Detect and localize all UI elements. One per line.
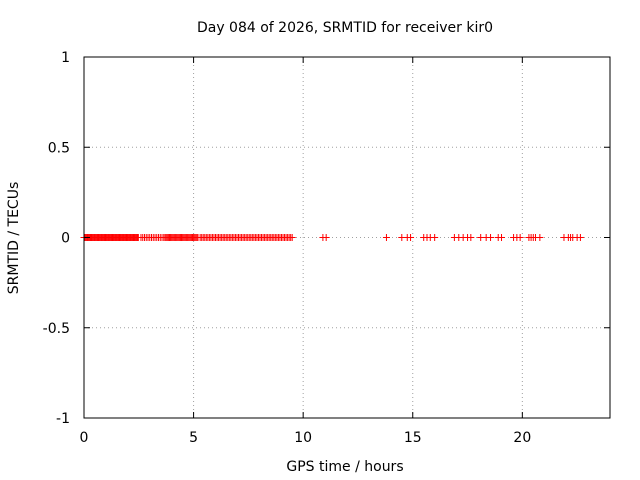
data-point bbox=[382, 234, 390, 241]
x-tick-labels: 0 5 10 15 20 bbox=[80, 430, 532, 446]
y-tick-label: -0.5 bbox=[43, 321, 70, 337]
data-point bbox=[288, 234, 296, 241]
data-point bbox=[407, 234, 415, 241]
y-tick-label: -1 bbox=[56, 411, 70, 427]
data-point bbox=[498, 234, 506, 241]
data-point bbox=[467, 234, 475, 241]
data-point bbox=[322, 234, 330, 241]
y-tick-label: 0 bbox=[61, 231, 70, 247]
y-axis-label: SRMTID / TECUs bbox=[6, 182, 22, 295]
x-tick-label: 20 bbox=[513, 430, 531, 446]
data-point bbox=[516, 234, 524, 241]
x-tick-label: 0 bbox=[80, 430, 89, 446]
data-point bbox=[576, 234, 584, 241]
data-point bbox=[431, 234, 439, 241]
chart-title: Day 084 of 2026, SRMTID for receiver kir… bbox=[197, 20, 493, 36]
x-axis-label: GPS time / hours bbox=[286, 459, 403, 475]
data-point bbox=[536, 234, 544, 241]
y-tick-label: 0.5 bbox=[48, 140, 70, 156]
y-tick-labels: 1 0.5 0 -0.5 -1 bbox=[43, 50, 70, 427]
data-point bbox=[487, 234, 495, 241]
y-tick-label: 1 bbox=[61, 50, 70, 66]
x-tick-label: 5 bbox=[189, 430, 198, 446]
axis-ticks bbox=[83, 56, 610, 419]
x-tick-label: 15 bbox=[404, 430, 422, 446]
x-tick-label: 10 bbox=[294, 430, 312, 446]
